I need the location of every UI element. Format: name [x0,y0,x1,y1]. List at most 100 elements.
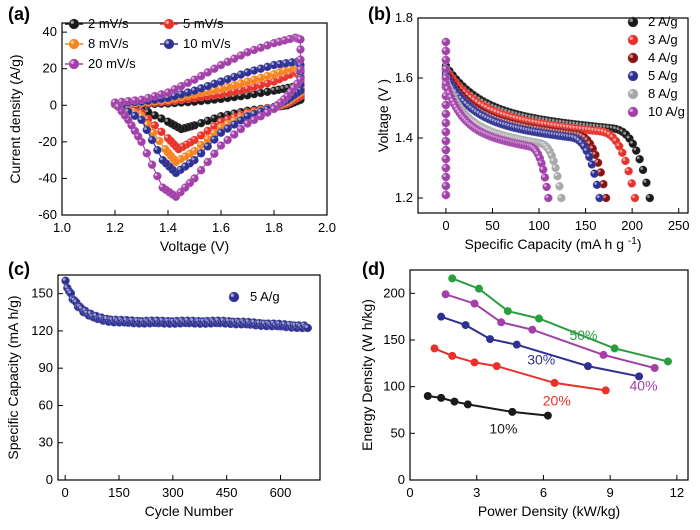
panel-label: (d) [362,259,385,279]
data-point-highlight [562,120,565,124]
data-point-highlight [558,195,562,199]
data-point-highlight [548,118,552,122]
data-point [635,154,644,164]
legend-marker [228,291,240,303]
data-point-highlight [538,116,542,120]
data-point-highlight [521,113,525,117]
legend: 2 A/g 3 A/g 4 A/g 5 A/g 8 A/g 10 A/g [627,14,685,119]
data-point-highlight [281,67,285,71]
data-point-highlight [610,134,613,138]
x-axis-label: Cycle Number [145,503,234,519]
data-point-highlight [595,159,599,163]
series-10pct [423,392,552,420]
data-point-highlight [138,109,142,113]
legend-label: 5 A/g [648,68,678,83]
data-point-highlight [244,113,248,117]
data-point-highlight [218,118,222,122]
x-tick-label: 600 [270,485,292,500]
data-point-highlight [159,157,163,161]
data-point-highlight [555,119,559,123]
data-point-highlight [443,156,446,160]
data-point-highlight [224,121,228,125]
data-point-highlight [224,76,228,80]
data-point-highlight [287,89,291,93]
data-point-highlight [443,57,446,60]
data-point-highlight [204,136,208,140]
data-point-highlight [198,150,202,154]
data-point-highlight [158,91,162,95]
data-point-highlight [115,104,119,107]
x-axis-label: Voltage (V) [160,238,229,254]
y-tick-label: 1.8 [395,10,413,25]
data-point [61,276,70,285]
data-point-highlight [171,86,175,90]
legend-label: 5 A/g [250,289,280,304]
data-point-highlight [538,160,542,164]
data-point-highlight [159,184,163,188]
y-tick-label: -20 [38,134,57,149]
data-point-highlight [211,150,215,154]
data-point [150,121,159,130]
data-point-highlight [198,120,202,124]
data-point-highlight [191,87,195,91]
data-point-highlight [616,143,620,147]
y-tick-label: 200 [383,285,405,300]
series-line [445,293,655,369]
data-point-highlight [584,137,588,141]
data-point-highlight [198,85,202,89]
data-point-highlight [552,165,556,168]
data-point [157,127,166,137]
data-point-highlight [204,143,208,147]
data-point-highlight [198,167,202,171]
data-point [196,149,206,158]
data-point-highlight [443,111,446,114]
data-point-highlight [606,131,610,135]
data-point-highlight [632,195,635,199]
data-point-highlight [238,52,241,56]
data-point-highlight [511,110,514,114]
data-point-highlight [224,112,228,115]
data-point-highlight [276,69,280,73]
data-point-highlight [182,184,186,188]
data-point [650,364,659,372]
series-10-A-g [441,37,553,203]
data-point-highlight [165,89,169,93]
data-point-highlight [275,86,279,90]
data-point-highlight [204,159,208,162]
data-point [448,274,457,283]
data-point-highlight [271,87,274,91]
data-point-highlight [132,97,135,101]
data-point-highlight [597,169,601,173]
y-tick-label: 0 [398,472,405,487]
data-point-highlight [132,113,135,116]
data-point [583,362,592,371]
data-point [538,165,548,174]
data-point-highlight [78,305,82,309]
data-point [448,351,457,360]
data-point [161,144,170,154]
data-point [216,128,226,137]
data-point-highlight [534,116,538,119]
data-point-highlight [177,166,181,170]
x-axis-label: Specific Capacity (mA h g -1) [465,236,642,253]
y-tick-label: -40 [38,170,57,185]
panel-d-ragone-plot: (d) 0 3 6 9 12 0 50 100 150 200 Power Density (kW/k… [359,259,689,519]
data-point-highlight [636,156,640,160]
legend-label: 2 mV/s [88,16,129,31]
data-point-highlight [138,97,142,100]
y-tick-label: 50 [391,425,405,440]
y-tick-label: 0 [46,472,53,487]
data-point [203,157,212,167]
data-point [610,344,619,353]
data-point-highlight [112,99,115,103]
legend-label: 3 A/g [648,32,678,47]
data-point-highlight [443,174,446,178]
legend-marker [68,38,80,50]
data-point-highlight [294,81,298,84]
x-tick-label: 0 [442,218,449,233]
data-point-highlight [224,125,228,129]
data-point [296,45,305,54]
legend-marker [627,34,639,46]
data-point-highlight [504,108,508,112]
